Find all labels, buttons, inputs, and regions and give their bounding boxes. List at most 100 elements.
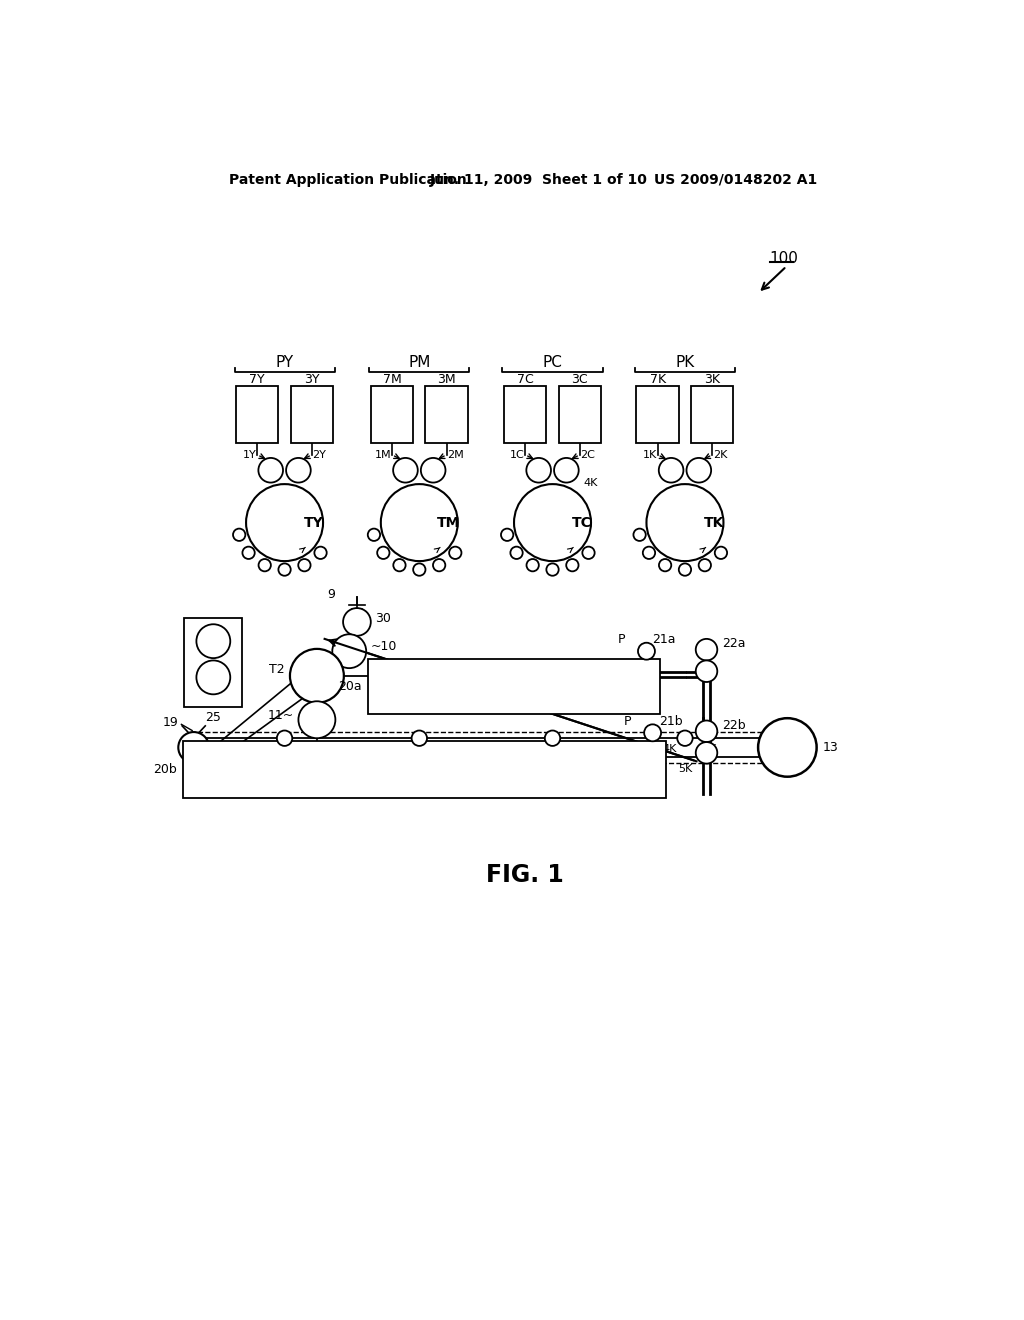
Text: 9: 9 xyxy=(328,589,336,602)
Text: 7K: 7K xyxy=(649,372,666,385)
Text: 22a: 22a xyxy=(722,638,745,649)
Text: 5K: 5K xyxy=(678,764,692,774)
Circle shape xyxy=(412,730,427,746)
Circle shape xyxy=(532,665,553,686)
Text: 100: 100 xyxy=(770,251,799,267)
Circle shape xyxy=(526,458,551,483)
Circle shape xyxy=(343,609,371,636)
Circle shape xyxy=(526,558,539,572)
Text: ~10: ~10 xyxy=(371,640,397,653)
Circle shape xyxy=(658,458,683,483)
Circle shape xyxy=(421,458,445,483)
Circle shape xyxy=(276,730,292,746)
Text: 20b: 20b xyxy=(153,763,177,776)
Circle shape xyxy=(450,546,462,558)
Circle shape xyxy=(298,558,310,572)
Text: 21a: 21a xyxy=(652,634,676,647)
Text: TY: TY xyxy=(304,516,324,529)
Circle shape xyxy=(695,721,717,742)
Circle shape xyxy=(381,484,458,561)
Circle shape xyxy=(698,558,711,572)
Text: PK: PK xyxy=(676,355,694,370)
Circle shape xyxy=(547,564,559,576)
Text: 6M: 6M xyxy=(435,744,453,754)
Text: P: P xyxy=(458,659,466,672)
Text: 4K: 4K xyxy=(584,478,598,487)
Text: US 2009/0148202 A1: US 2009/0148202 A1 xyxy=(654,173,817,187)
Text: TC: TC xyxy=(571,516,592,529)
Text: 1C: 1C xyxy=(510,450,524,459)
Circle shape xyxy=(243,546,255,558)
Circle shape xyxy=(545,730,560,746)
Circle shape xyxy=(333,635,367,668)
Bar xyxy=(237,385,279,444)
Circle shape xyxy=(695,660,717,682)
Circle shape xyxy=(258,558,271,572)
Circle shape xyxy=(413,564,425,576)
Circle shape xyxy=(258,458,283,483)
Circle shape xyxy=(433,558,445,572)
Text: FIG. 1: FIG. 1 xyxy=(486,862,563,887)
Bar xyxy=(368,659,660,714)
Bar xyxy=(637,385,679,444)
Text: 1Y: 1Y xyxy=(243,450,257,459)
Circle shape xyxy=(178,733,209,763)
Text: 3C: 3C xyxy=(571,372,588,385)
Text: 5Y: 5Y xyxy=(278,764,292,774)
Circle shape xyxy=(393,558,406,572)
Text: PY: PY xyxy=(275,355,294,370)
Text: 15: 15 xyxy=(633,764,647,774)
Circle shape xyxy=(677,730,692,746)
Text: TK: TK xyxy=(705,516,724,529)
Circle shape xyxy=(197,660,230,694)
Circle shape xyxy=(290,649,344,702)
Text: PC: PC xyxy=(543,355,562,370)
Text: 7Y: 7Y xyxy=(250,372,265,385)
Bar xyxy=(189,733,766,763)
Text: R2: R2 xyxy=(539,700,555,713)
Circle shape xyxy=(197,624,230,659)
Text: 5C: 5C xyxy=(545,764,560,774)
Text: 7M: 7M xyxy=(383,372,401,385)
Text: 4M: 4M xyxy=(388,744,404,754)
Circle shape xyxy=(679,564,691,576)
Circle shape xyxy=(715,546,727,558)
Text: 4C: 4C xyxy=(522,744,537,754)
Text: 1M: 1M xyxy=(375,450,391,459)
Circle shape xyxy=(643,546,655,558)
Circle shape xyxy=(659,558,672,572)
Text: Patent Application Publication: Patent Application Publication xyxy=(229,173,467,187)
Circle shape xyxy=(246,484,323,561)
Circle shape xyxy=(286,458,310,483)
Circle shape xyxy=(368,528,380,541)
Circle shape xyxy=(634,528,646,541)
Text: 2K: 2K xyxy=(713,450,727,459)
Text: 20a: 20a xyxy=(338,680,361,693)
Text: T2: T2 xyxy=(269,663,285,676)
Circle shape xyxy=(510,546,522,558)
Text: 3M: 3M xyxy=(437,372,456,385)
Text: P: P xyxy=(618,634,626,647)
Circle shape xyxy=(314,546,327,558)
Text: 25: 25 xyxy=(206,711,221,723)
Text: 6Y: 6Y xyxy=(302,744,316,754)
Text: 11~: 11~ xyxy=(267,709,294,722)
Bar xyxy=(691,385,733,444)
Text: 4K: 4K xyxy=(663,744,677,754)
Text: 7C: 7C xyxy=(517,372,534,385)
Text: Jun. 11, 2009  Sheet 1 of 10: Jun. 11, 2009 Sheet 1 of 10 xyxy=(429,173,647,187)
Bar xyxy=(184,618,243,706)
Text: 3K: 3K xyxy=(705,372,720,385)
Circle shape xyxy=(393,458,418,483)
Text: D2: D2 xyxy=(339,754,356,767)
Text: 30: 30 xyxy=(376,611,391,624)
Text: 5M: 5M xyxy=(411,764,428,774)
Text: TM: TM xyxy=(437,516,460,529)
Text: 23: 23 xyxy=(556,684,572,696)
Text: 6K: 6K xyxy=(702,744,717,754)
Text: PM: PM xyxy=(409,355,430,370)
Bar xyxy=(559,385,601,444)
Text: 12: 12 xyxy=(238,764,252,774)
Bar xyxy=(303,751,331,770)
Circle shape xyxy=(695,639,717,660)
